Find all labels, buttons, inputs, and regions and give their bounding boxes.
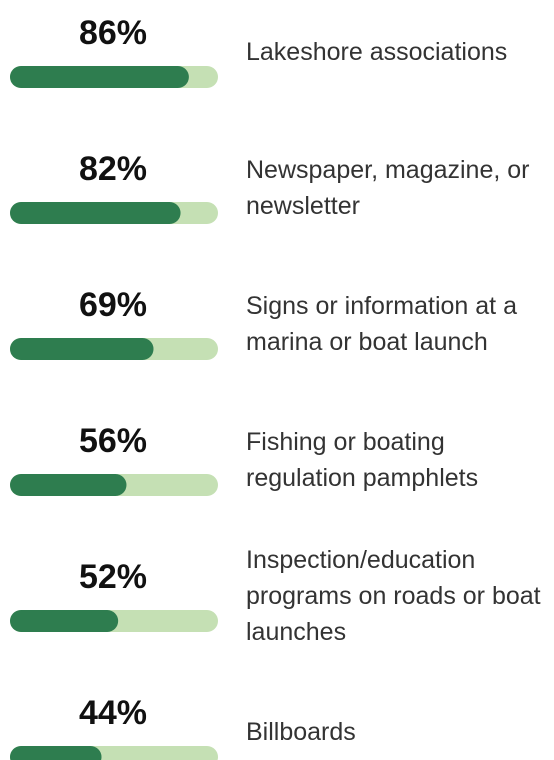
percent-label: 82% <box>78 150 148 188</box>
category-text: Lakeshore associations <box>246 38 508 66</box>
bar <box>10 474 127 496</box>
category-text: Fishing or boating regulation pamphlets <box>246 428 479 492</box>
percent-label: 44% <box>78 694 148 732</box>
category-label: Lakeshore associations <box>246 0 551 108</box>
percent-label: 56% <box>78 422 148 460</box>
category-text: Newspaper, magazine, or newsletter <box>246 156 530 220</box>
category-text: Billboards <box>246 718 356 746</box>
percent-label: 86% <box>78 14 148 52</box>
category-label: Signs or information at a marina or boat… <box>246 268 551 380</box>
bar <box>10 610 119 632</box>
category-label: Newspaper, magazine, or newsletter <box>246 132 551 244</box>
category-text: Inspection/education programs on roads o… <box>246 546 541 646</box>
percent-label: 52% <box>78 558 148 596</box>
bar <box>10 746 102 760</box>
category-label: Fishing or boating regulation pamphlets <box>246 404 551 516</box>
bar <box>10 66 189 88</box>
bar <box>10 338 154 360</box>
percent-label: 69% <box>78 286 148 324</box>
bar <box>10 202 181 224</box>
category-label: Inspection/education programs on roads o… <box>246 540 551 652</box>
category-label: Billboards <box>246 676 551 760</box>
category-text: Signs or information at a marina or boat… <box>246 292 517 356</box>
